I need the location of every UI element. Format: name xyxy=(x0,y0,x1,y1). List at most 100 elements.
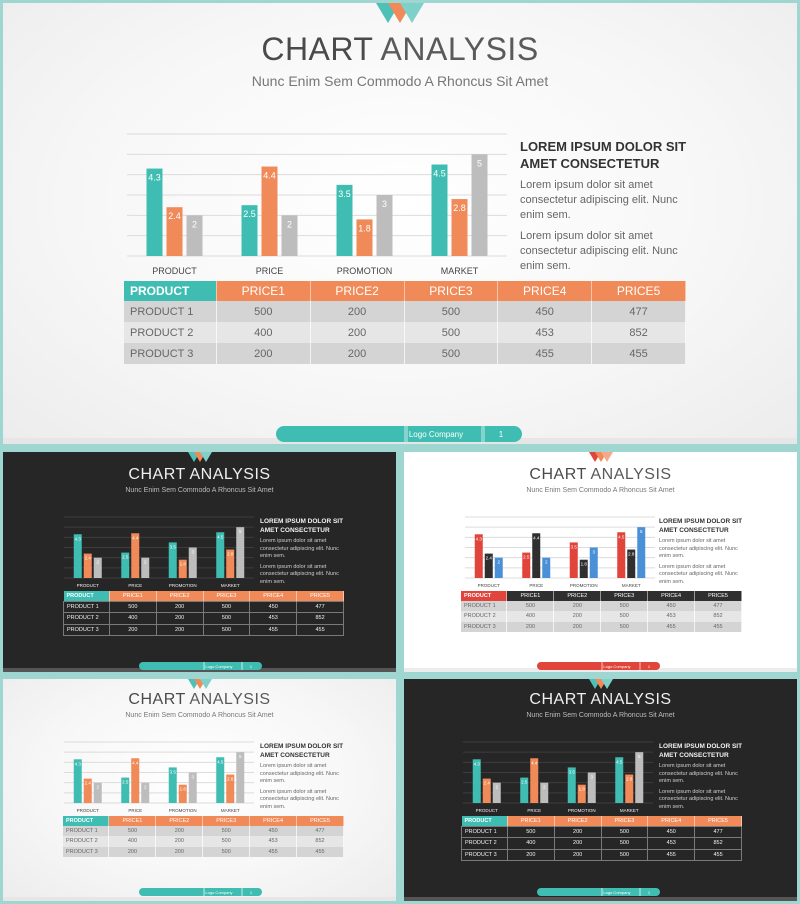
bar-value-label: 2.4 xyxy=(85,556,92,561)
bar-chart: 4.3 2.4 2 PRODUCT 2.5 4.4 2 PRICE 3.5 1.8 3 PROMOTI… xyxy=(465,516,655,588)
table-header-cell: PRICE3 xyxy=(601,816,649,826)
table-row: PRODUCT 3 200 200 500 455 455 xyxy=(124,343,686,364)
table-cell: 500 xyxy=(202,612,251,625)
side-heading: LOREM IPSUM DOLOR SIT AMET CONSECTETUR xyxy=(659,743,743,759)
table-cell: PRODUCT 1 xyxy=(63,825,110,836)
bar-value-label: 3 xyxy=(191,550,194,555)
slide-main[interactable]: CHART ANALYSIS Nunc Enim Sem Commodo A R… xyxy=(3,3,797,444)
bar-value-label: 5 xyxy=(239,529,242,534)
table-row: PRODUCT 2 400 200 500 453 852 xyxy=(63,836,344,847)
page-title: CHART ANALYSIS xyxy=(529,466,672,483)
table-cell: 500 xyxy=(108,825,157,836)
table-cell: PRODUCT 3 xyxy=(124,343,217,364)
category-label: MARKET xyxy=(221,583,240,588)
table-header-cell: PRICE5 xyxy=(296,816,344,826)
slide-thumbnail-dark-2[interactable]: CHART ANALYSIS Nunc Enim Sem Commodo A R… xyxy=(404,679,797,901)
table-cell: 852 xyxy=(296,836,344,847)
bar xyxy=(492,782,501,803)
table-cell: 455 xyxy=(694,848,742,861)
table-cell: 477 xyxy=(296,825,344,836)
category-label: MARKET xyxy=(441,266,479,276)
table-row: PRODUCT 1 500 200 500 450 477 xyxy=(63,825,344,836)
bar xyxy=(482,778,491,803)
table-cell: 400 xyxy=(506,837,555,850)
page-title: CHART ANALYSIS xyxy=(529,691,672,708)
footer-pill[interactable]: Logo Company 1 xyxy=(139,662,262,670)
bar xyxy=(121,552,130,578)
slide-thumbnail-light[interactable]: CHART ANALYSIS Nunc Enim Sem Commodo A R… xyxy=(3,679,396,901)
table-cell: 455 xyxy=(647,621,696,632)
table-cell: 455 xyxy=(249,623,298,636)
footer-company-label: Logo Company xyxy=(205,889,233,895)
bar-value-label: 2 xyxy=(144,560,147,565)
slide-thumbnail-dark-1[interactable]: CHART ANALYSIS Nunc Enim Sem Commodo A R… xyxy=(3,452,396,672)
bar xyxy=(216,757,225,803)
footer-pill[interactable]: Logo Company 1 xyxy=(537,888,660,896)
side-text-block: LOREM IPSUM DOLOR SIT AMET CONSECTETUR L… xyxy=(260,743,350,811)
table-cell: 477 xyxy=(694,600,742,611)
side-heading: LOREM IPSUM DOLOR SIT AMET CONSECTETUR xyxy=(260,743,344,759)
table-cell: 453 xyxy=(647,611,696,622)
table-cell: 200 xyxy=(155,825,204,836)
table-cell: 500 xyxy=(506,825,555,838)
table-row: PRODUCT 3 200 200 500 455 455 xyxy=(461,621,742,632)
page-subtitle: Nunc Enim Sem Commodo A Rhoncus Sit Amet xyxy=(125,712,274,719)
side-text-block: LOREM IPSUM DOLOR SIT AMET CONSECTETUR L… xyxy=(659,518,749,586)
table-cell: PRODUCT 3 xyxy=(461,848,508,861)
bar-value-label: 3 xyxy=(592,550,595,555)
table-cell: 477 xyxy=(296,600,344,613)
table-header-cell: PRICE4 xyxy=(249,816,298,826)
table-header-cell: PRODUCT xyxy=(461,816,508,826)
bar xyxy=(532,533,541,578)
category-label: PRICE xyxy=(527,808,541,813)
bar-chart: 4.3 2.4 2 PRODUCT 2.5 4.4 2 PRICE 3.5 1.8 3 PROMOTI… xyxy=(64,741,254,813)
bar xyxy=(376,195,393,256)
footer-pill[interactable]: Logo Company 1 xyxy=(276,426,522,442)
table-cell: 200 xyxy=(108,846,157,857)
table-cell: 500 xyxy=(600,600,649,611)
table-cell: 200 xyxy=(506,621,555,632)
bar-value-label: 2.4 xyxy=(486,556,493,561)
table-cell: 200 xyxy=(155,836,204,847)
side-paragraph-2: Lorem ipsum dolor sit amet consectetur a… xyxy=(659,563,738,585)
table-cell: 500 xyxy=(600,621,649,632)
table-cell: 200 xyxy=(155,612,204,625)
table-cell: 500 xyxy=(600,611,649,622)
price-table: PRODUCT PRICE1 PRICE2 PRICE3 PRICE4 PRICE5 PRO… xyxy=(124,281,686,364)
footer-company-label: Logo Company xyxy=(408,429,464,439)
footer-page-number: 1 xyxy=(647,663,651,669)
bar xyxy=(530,758,539,803)
category-label: PROMOTION xyxy=(169,808,197,813)
table-header-cell: PRODUCT xyxy=(63,816,110,826)
page-title: CHART ANALYSIS xyxy=(128,466,271,483)
side-paragraph-1: Lorem ipsum dolor sit amet consectetur a… xyxy=(260,763,339,784)
category-label: PROMOTION xyxy=(337,266,393,276)
page-title: CHART ANALYSIS xyxy=(261,31,539,67)
bar-value-label: 5 xyxy=(638,754,641,759)
footer-pill[interactable]: Logo Company 1 xyxy=(139,888,262,896)
table-cell: PRODUCT 1 xyxy=(461,825,508,838)
bar xyxy=(522,552,531,578)
table-header-cell: PRICE5 xyxy=(296,591,344,601)
category-label: PRICE xyxy=(128,583,142,588)
bar xyxy=(168,542,177,578)
bar xyxy=(589,547,598,578)
footer-pill[interactable]: Logo Company 1 xyxy=(537,662,660,670)
footer-company-label: Logo Company xyxy=(603,663,631,669)
table-cell: 453 xyxy=(647,837,696,850)
table-header-cell: PRICE3 xyxy=(600,591,649,601)
table-cell: 200 xyxy=(553,837,602,850)
slide-thumbnail-red[interactable]: CHART ANALYSIS Nunc Enim Sem Commodo A R… xyxy=(404,452,797,672)
bar xyxy=(520,777,529,803)
price-table: PRODUCT PRICE1 PRICE2 PRICE3 PRICE4 PRICE5 PRO… xyxy=(461,816,742,861)
table-row: PRODUCT 2 400 200 500 453 852 xyxy=(63,612,344,625)
bar xyxy=(356,219,373,256)
table-cell: 500 xyxy=(202,846,251,857)
table-cell: 500 xyxy=(202,836,251,847)
table-cell: 500 xyxy=(600,848,649,861)
table-header-cell: PRICE3 xyxy=(202,816,251,826)
bar-value-label: 2.5 xyxy=(243,209,256,219)
page-subtitle: Nunc Enim Sem Commodo A Rhoncus Sit Amet xyxy=(125,487,274,494)
table-cell: 455 xyxy=(497,343,593,364)
side-heading: LOREM IPSUM DOLOR SIT AMET CONSECTETUR xyxy=(260,518,344,534)
